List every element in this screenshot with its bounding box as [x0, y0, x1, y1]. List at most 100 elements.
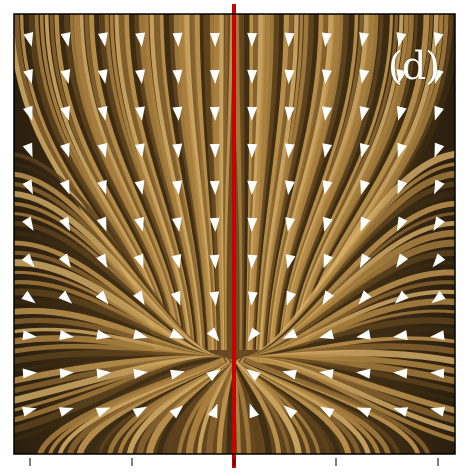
arrow-icon [209, 254, 220, 269]
arrow-icon [209, 32, 220, 47]
arrow-icon [134, 143, 145, 158]
arrow-icon [247, 143, 258, 158]
arrow-icon [171, 254, 182, 269]
arrow-icon [321, 69, 332, 84]
arrow-icon [22, 179, 34, 195]
arrow-icon [247, 217, 258, 232]
arrow-icon [249, 403, 260, 419]
arrow-icon [247, 106, 258, 121]
arrow-icon [97, 106, 108, 121]
arrow-icon [356, 407, 372, 418]
arrow-icon [247, 327, 261, 342]
arrow-icon [285, 217, 296, 232]
arrow-icon [319, 329, 335, 340]
arrow-icon [247, 69, 258, 84]
arrow-icon [360, 179, 370, 195]
flow-streak [289, 14, 393, 351]
arrow-icon [22, 142, 33, 158]
arrow-icon [319, 369, 334, 379]
arrow-icon [60, 142, 70, 158]
arrow-icon [132, 329, 148, 340]
arrow-icon [21, 290, 36, 304]
arrow-icon [135, 106, 145, 121]
flow-streak [14, 357, 225, 442]
arrow-icon [133, 290, 145, 305]
arrow-icon [432, 253, 446, 268]
arrow-icon [59, 330, 74, 340]
arrow-icon [95, 290, 109, 305]
arrow-icon [396, 253, 409, 268]
arrow-icon [206, 327, 220, 342]
arrow-icon [247, 254, 258, 269]
arrow-icon [209, 106, 220, 121]
arrow-icon [359, 106, 370, 121]
arrow-icon [172, 69, 183, 84]
flow-streak [114, 14, 192, 351]
arrow-icon [430, 330, 445, 341]
arrow-icon [97, 179, 107, 195]
flow-streak [73, 14, 181, 351]
arrow-icon [170, 290, 181, 306]
arrow-icon [134, 180, 145, 195]
arrow-icon [206, 369, 221, 382]
arrow-icon [22, 368, 37, 379]
arrow-icon [209, 217, 220, 232]
arrow-icon [356, 368, 371, 379]
arrow-icon [97, 142, 108, 158]
arrow-icon [23, 105, 33, 121]
arrow-icon [323, 216, 333, 232]
arrow-icon [97, 32, 108, 47]
flow-arrows [21, 31, 446, 419]
flow-streak [243, 357, 455, 443]
arrow-icon [171, 217, 182, 232]
arrow-icon [172, 180, 183, 195]
arrow-icon [247, 32, 258, 47]
arrow-icon [434, 105, 444, 121]
flow-streak [259, 14, 299, 351]
arrow-icon [133, 253, 144, 269]
arrow-icon [322, 143, 333, 158]
arrow-icon [359, 253, 371, 269]
arrow-icon [22, 406, 37, 417]
arrow-icon [247, 180, 258, 195]
flow-streak [276, 14, 354, 351]
arrow-icon [396, 216, 408, 232]
arrow-icon [284, 32, 295, 47]
arrow-icon [22, 216, 34, 231]
arrow-icon [59, 368, 74, 379]
arrow-icon [246, 368, 261, 382]
arrow-icon [58, 253, 71, 268]
arrow-icon [60, 105, 70, 121]
arrow-icon [396, 69, 407, 84]
arrow-icon [172, 32, 183, 47]
arrow-icon [284, 143, 295, 158]
arrow-icon [209, 291, 220, 306]
arrow-icon [359, 143, 370, 158]
arrow-icon [283, 405, 298, 419]
arrow-icon [433, 31, 444, 47]
arrow-icon [323, 253, 334, 269]
arrow-icon [434, 179, 445, 195]
arrow-icon [358, 290, 372, 305]
arrow-icon [286, 290, 297, 306]
arrow-icon [60, 69, 71, 84]
arrow-icon [169, 328, 185, 339]
arrow-icon [284, 180, 295, 195]
arrow-icon [284, 69, 295, 84]
flow-streak [223, 14, 233, 351]
arrow-icon [247, 291, 258, 306]
arrow-icon [322, 290, 334, 305]
arrow-icon [319, 406, 335, 418]
arrow-icon [133, 369, 148, 379]
plot-frame [13, 13, 456, 455]
arrow-icon [59, 216, 71, 232]
arrow-icon [172, 106, 183, 121]
arrow-icon [96, 368, 111, 379]
arrow-icon [58, 407, 74, 417]
arrow-icon [134, 216, 144, 232]
flow-streaks [14, 14, 455, 454]
arrow-icon [96, 216, 107, 232]
arrow-icon [21, 253, 35, 268]
arrow-icon [132, 406, 148, 418]
